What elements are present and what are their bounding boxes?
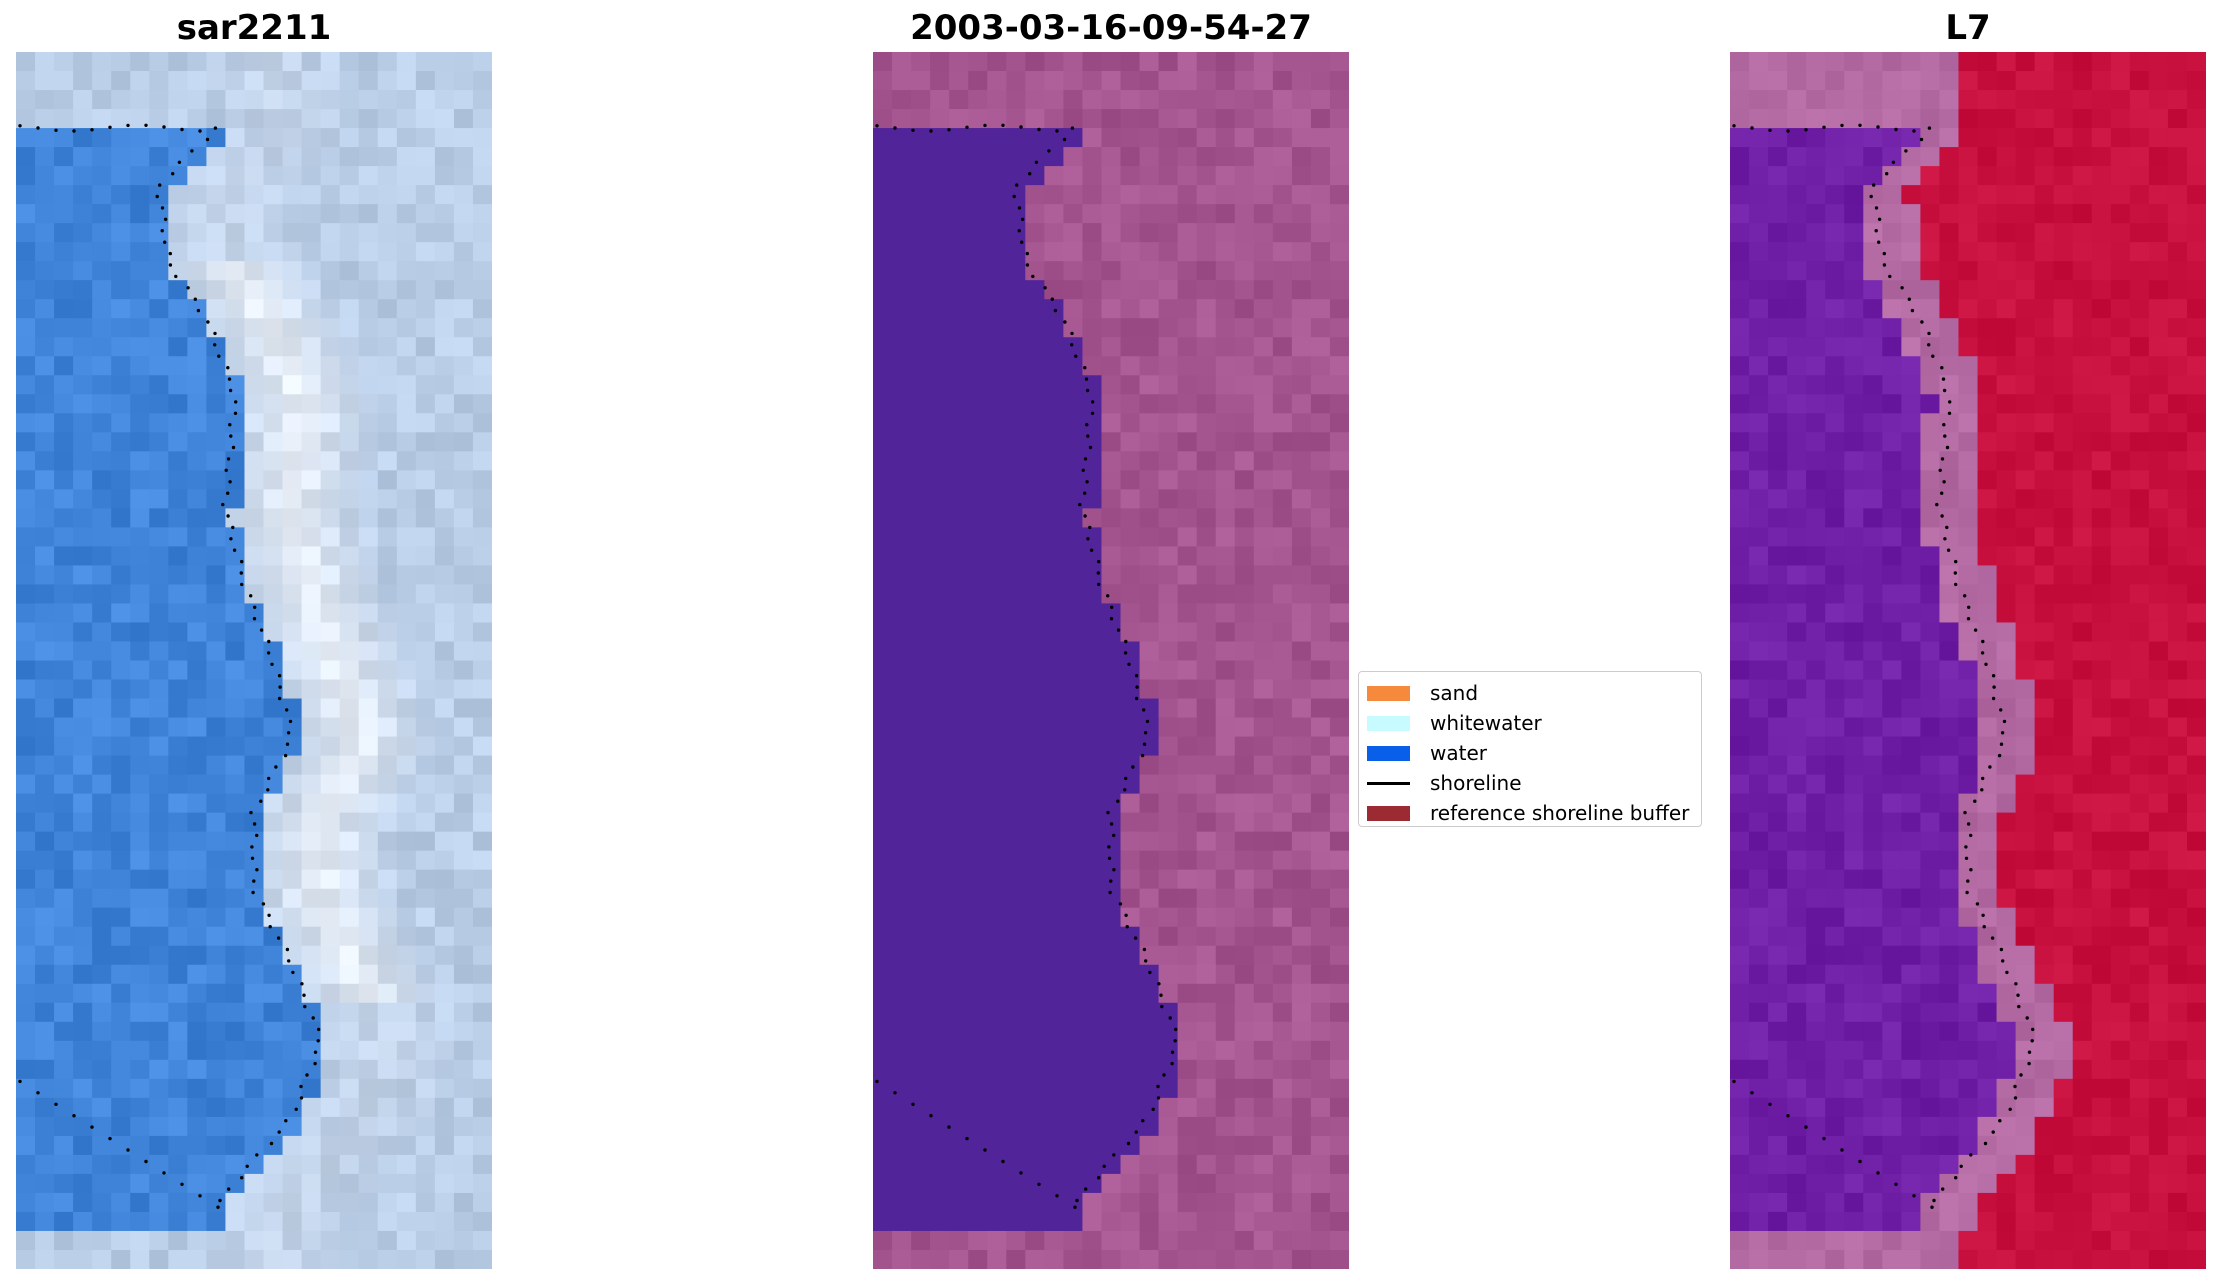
water-swatch: [1367, 745, 1410, 761]
rgb-image-panel: [16, 52, 492, 1269]
legend-label-shoreline: shoreline: [1430, 771, 1522, 795]
sand-swatch: [1367, 685, 1410, 701]
legend-item-water: water: [1367, 738, 1693, 768]
legend-item-sand: sand: [1367, 678, 1693, 708]
shoreline-line-swatch: [1367, 781, 1410, 785]
legend-label-reference-buffer: reference shoreline buffer: [1430, 801, 1690, 825]
shoreline-dots: [18, 123, 321, 1209]
classified-image-panel: [873, 52, 1349, 1269]
pixel-grid: [873, 52, 1349, 1269]
shoreline-dots: [875, 123, 1178, 1209]
legend-item-whitewater: whitewater: [1367, 708, 1693, 738]
legend-item-shoreline: shoreline: [1367, 768, 1693, 798]
legend-label-water: water: [1430, 741, 1487, 765]
panel-title-classified: 2003-03-16-09-54-27: [910, 8, 1312, 48]
pixel-grid: [1730, 52, 2206, 1269]
panel-title-rgb: sar2211: [176, 8, 332, 48]
legend-label-sand: sand: [1430, 681, 1479, 705]
shoreline-dots: [1732, 123, 2035, 1209]
panel-title-index: L7: [1945, 8, 1991, 48]
legend: sand whitewater water shoreline referenc…: [1358, 671, 1702, 827]
whitewater-swatch: [1367, 715, 1410, 731]
legend-item-reference-buffer: reference shoreline buffer: [1367, 798, 1693, 828]
index-image-panel: [1730, 52, 2206, 1269]
legend-label-whitewater: whitewater: [1430, 711, 1542, 735]
pixel-grid: [16, 52, 492, 1269]
reference-buffer-swatch: [1367, 805, 1410, 821]
